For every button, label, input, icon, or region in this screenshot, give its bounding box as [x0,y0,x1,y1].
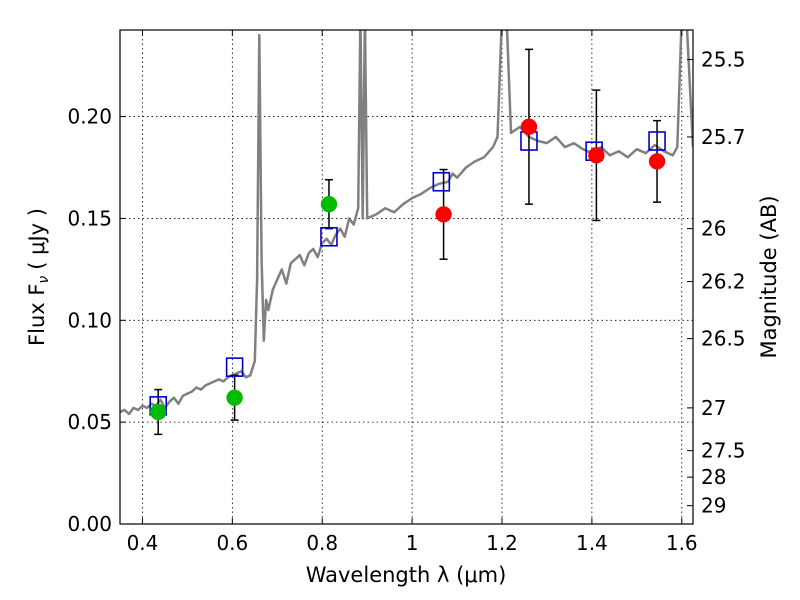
y-tick-label: 0.00 [67,512,112,536]
x-tick-label: 0.4 [127,531,159,555]
x-tick-label: 1 [406,531,419,555]
y-axis-label: Flux F [25,284,49,346]
y2-axis-label: Magnitude (AB) [757,195,781,358]
x-axis: 0.4 0.6 0.8 1 1.2 1.4 1.6 [127,30,698,555]
x-tick-label: 1.4 [576,531,608,555]
x-tick-label: 1.2 [486,531,518,555]
y-tick-label: 0.05 [67,410,112,434]
y-axis-label-group: Flux Fν ( μJy ) [25,208,52,346]
y-tick-label: 0.20 [67,105,112,129]
y-tick-label: 0.10 [67,308,112,332]
y-axis-label-unit: ( μJy ) [25,208,49,270]
y2-tick-label: 28 [701,465,726,489]
photometry-point [648,153,666,170]
y-axis-label-subscript: ν [36,276,52,284]
photometry-point [149,403,167,421]
plot-background [120,30,693,524]
x-tick-label: 0.8 [306,531,338,555]
y2-axis: 25.5 25.7 26 26.2 26.5 27 27.528 29 [687,48,746,518]
y2-tick-label: 26.2 [701,270,746,294]
y2-tick-label: 25.7 [701,125,746,149]
photometry-point [520,118,538,136]
grid-lines [120,30,693,525]
photometry-point [226,389,243,406]
plot-frame [119,29,694,525]
y2-tick-label: 27 [701,396,726,420]
y2-tick-label: 29 [701,494,726,518]
x-tick-label: 1.6 [666,531,698,555]
photometry-point [435,206,452,223]
model-photometry-marker [432,171,451,192]
spectrum-line [120,30,693,416]
markers-layer [149,118,666,421]
svg-text:Flux Fν( μJy ): Flux Fν ( μJy ) [25,208,52,346]
y2-tick-label: 26.5 [701,327,746,351]
model-photometry-marker [225,357,244,377]
photometry-point [320,195,338,213]
series-layer [120,30,693,416]
x-tick-label: 0.6 [216,531,248,555]
y-tick-label: 0.15 [67,206,112,230]
y2-tick-label: 26 [701,217,726,241]
photometry-point [588,147,605,164]
model-photometry-marker [320,226,338,247]
y2-tick-label: 25.5 [701,48,746,72]
y2-tick-label: 27.5 [701,439,746,463]
y-axis: 0.00 0.05 0.10 0.15 0.20 [67,105,126,536]
x-axis-label: Wavelength λ (μm) [306,563,507,587]
model-photometry-marker [648,131,666,151]
